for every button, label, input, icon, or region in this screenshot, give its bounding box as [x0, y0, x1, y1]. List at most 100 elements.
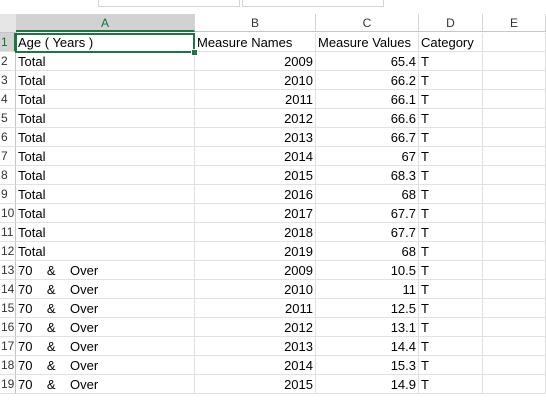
cell-measure-name[interactable]: 2010: [195, 280, 316, 299]
cell-empty[interactable]: [483, 356, 546, 375]
cell-category[interactable]: Category: [419, 33, 483, 52]
cell-category[interactable]: T: [419, 223, 483, 242]
cell-measure-name[interactable]: 2015: [195, 166, 316, 185]
cell-empty[interactable]: [483, 71, 546, 90]
cell-measure-name[interactable]: Measure Names: [195, 33, 316, 52]
cell-measure-value[interactable]: 66.1: [316, 90, 419, 109]
cell-empty[interactable]: [483, 337, 546, 356]
cell-category[interactable]: T: [419, 299, 483, 318]
cell-measure-name[interactable]: 2011: [195, 90, 316, 109]
cell-measure-value[interactable]: 67.7: [316, 223, 419, 242]
row-header[interactable]: 18: [0, 356, 16, 375]
row-header[interactable]: 11: [0, 223, 16, 242]
cell-age[interactable]: Total: [16, 52, 195, 71]
cell-age[interactable]: 70 & Over: [16, 280, 195, 299]
column-header-d[interactable]: D: [419, 14, 483, 32]
cell-empty[interactable]: [483, 185, 546, 204]
cell-empty[interactable]: [483, 375, 546, 394]
cell-measure-name[interactable]: 2015: [195, 375, 316, 394]
cell-measure-value[interactable]: 14.4: [316, 337, 419, 356]
cell-empty[interactable]: [483, 242, 546, 261]
cell-age[interactable]: Total: [16, 109, 195, 128]
cell-empty[interactable]: [483, 33, 546, 52]
cell-measure-name[interactable]: 2009: [195, 261, 316, 280]
cell-measure-value[interactable]: 66.6: [316, 109, 419, 128]
row-header[interactable]: 13: [0, 261, 16, 280]
cell-measure-value[interactable]: 68: [316, 185, 419, 204]
column-header-c[interactable]: C: [316, 14, 419, 32]
cell-age[interactable]: Total: [16, 90, 195, 109]
fill-handle[interactable]: [191, 49, 198, 56]
cell-measure-value[interactable]: 11: [316, 280, 419, 299]
cell-measure-value[interactable]: Measure Values: [316, 33, 419, 52]
cell-category[interactable]: T: [419, 204, 483, 223]
row-header[interactable]: 3: [0, 71, 16, 90]
cell-measure-name[interactable]: 2018: [195, 223, 316, 242]
cell-measure-name[interactable]: 2014: [195, 356, 316, 375]
row-header[interactable]: 2: [0, 52, 16, 71]
row-header[interactable]: 12: [0, 242, 16, 261]
column-header-b[interactable]: B: [195, 14, 316, 32]
column-header-a[interactable]: A: [16, 14, 195, 32]
row-header[interactable]: 8: [0, 166, 16, 185]
cell-measure-value[interactable]: 14.9: [316, 375, 419, 394]
select-all-corner[interactable]: [0, 14, 17, 33]
cell-empty[interactable]: [483, 299, 546, 318]
cell-age[interactable]: Total: [16, 242, 195, 261]
cell-category[interactable]: T: [419, 261, 483, 280]
cell-age[interactable]: Total: [16, 128, 195, 147]
cell-empty[interactable]: [483, 204, 546, 223]
cell-age[interactable]: Total: [16, 185, 195, 204]
cell-age[interactable]: Total: [16, 71, 195, 90]
cell-measure-name[interactable]: 2017: [195, 204, 316, 223]
row-header[interactable]: 17: [0, 337, 16, 356]
cell-empty[interactable]: [483, 109, 546, 128]
cell-empty[interactable]: [483, 223, 546, 242]
cell-age[interactable]: Total: [16, 147, 195, 166]
cell-category[interactable]: T: [419, 318, 483, 337]
cell-age[interactable]: Total: [16, 223, 195, 242]
cell-category[interactable]: T: [419, 128, 483, 147]
cell-category[interactable]: T: [419, 166, 483, 185]
cell-measure-name[interactable]: 2010: [195, 71, 316, 90]
cell-measure-value[interactable]: 13.1: [316, 318, 419, 337]
cell-measure-value[interactable]: 67: [316, 147, 419, 166]
cell-measure-value[interactable]: 10.5: [316, 261, 419, 280]
row-header[interactable]: 5: [0, 109, 16, 128]
cell-category[interactable]: T: [419, 242, 483, 261]
cell-age[interactable]: 70 & Over: [16, 356, 195, 375]
column-header-e[interactable]: E: [483, 14, 546, 32]
cell-measure-name[interactable]: 2016: [195, 185, 316, 204]
cell-age[interactable]: 70 & Over: [16, 318, 195, 337]
row-header[interactable]: 9: [0, 185, 16, 204]
cell-age[interactable]: 70 & Over: [16, 261, 195, 280]
cell-measure-value[interactable]: 66.7: [316, 128, 419, 147]
cell-measure-value[interactable]: 68: [316, 242, 419, 261]
cell-empty[interactable]: [483, 261, 546, 280]
cell-empty[interactable]: [483, 90, 546, 109]
cell-category[interactable]: T: [419, 90, 483, 109]
row-header[interactable]: 6: [0, 128, 16, 147]
row-header[interactable]: 4: [0, 90, 16, 109]
cell-category[interactable]: T: [419, 337, 483, 356]
cell-category[interactable]: T: [419, 356, 483, 375]
cell-empty[interactable]: [483, 280, 546, 299]
cell-category[interactable]: T: [419, 375, 483, 394]
cell-measure-value[interactable]: 68.3: [316, 166, 419, 185]
cell-empty[interactable]: [483, 318, 546, 337]
cell-measure-name[interactable]: 2013: [195, 337, 316, 356]
cell-measure-name[interactable]: 2014: [195, 147, 316, 166]
cell-age[interactable]: 70 & Over: [16, 299, 195, 318]
row-header[interactable]: 14: [0, 280, 16, 299]
cell-category[interactable]: T: [419, 109, 483, 128]
cell-category[interactable]: T: [419, 52, 483, 71]
cell-age[interactable]: Total: [16, 204, 195, 223]
row-header[interactable]: 7: [0, 147, 16, 166]
cell-category[interactable]: T: [419, 147, 483, 166]
cell-measure-value[interactable]: 15.3: [316, 356, 419, 375]
row-header[interactable]: 15: [0, 299, 16, 318]
cell-measure-name[interactable]: 2013: [195, 128, 316, 147]
cell-measure-name[interactable]: 2012: [195, 318, 316, 337]
cell-age[interactable]: Total: [16, 166, 195, 185]
cell-age[interactable]: 70 & Over: [16, 337, 195, 356]
